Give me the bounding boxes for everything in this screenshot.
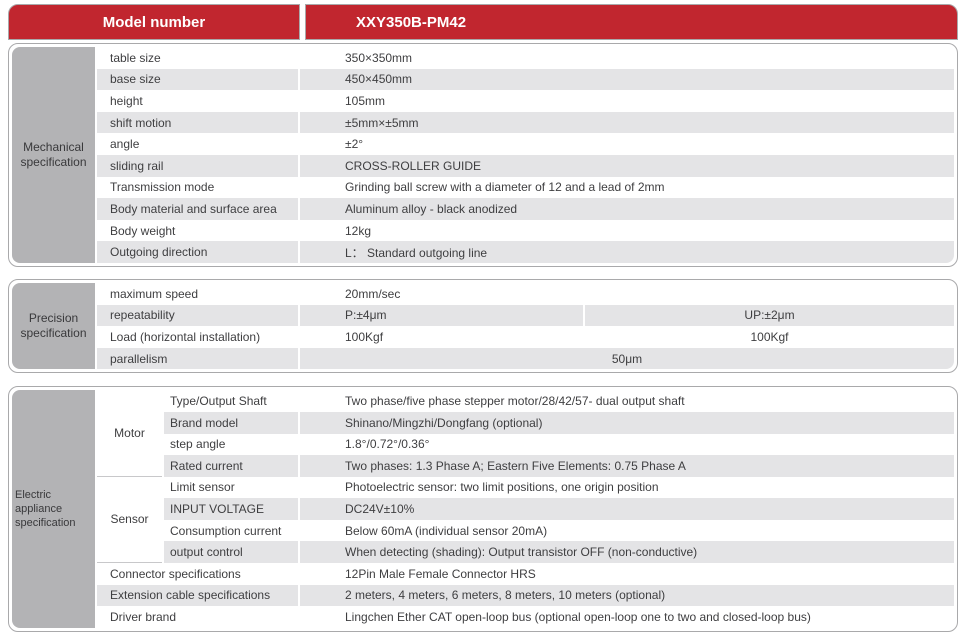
spec-label: sliding rail xyxy=(97,154,298,177)
spec-label: Body material and surface area xyxy=(97,198,298,220)
table-row: Rated current Two phases: 1.3 Phase A; E… xyxy=(164,455,954,477)
spec-value: Lingchen Ether CAT open-loop bus (option… xyxy=(300,606,954,628)
spec-value: 1.8°/0.72°/0.36° xyxy=(300,433,954,456)
spec-value: ±2° xyxy=(300,133,954,155)
sensor-group-label: Sensor xyxy=(97,476,162,564)
spec-label: angle xyxy=(97,133,298,155)
table-row: repeatability P:±4μm UP:±2μm xyxy=(97,304,954,327)
model-number-label: Model number xyxy=(8,4,300,40)
spec-sheet: Model number XXY350B-PM42 Mechanical spe… xyxy=(8,4,958,632)
electric-rows: Motor Type/Output Shaft Two phase/five p… xyxy=(97,390,954,628)
spec-value: CROSS-ROLLER GUIDE xyxy=(300,154,954,177)
spec-label: height xyxy=(97,90,298,112)
spec-label: Limit sensor xyxy=(164,476,298,499)
spec-value: Two phase/five phase stepper motor/28/42… xyxy=(300,390,954,412)
spec-label: output control xyxy=(164,541,298,564)
spec-value: When detecting (shading): Output transis… xyxy=(300,541,954,564)
spec-value-right: 100Kgf xyxy=(585,326,954,348)
spec-value-right: UP:±2μm xyxy=(585,304,954,327)
electric-bottom-rows: Connector specifications 12Pin Male Fema… xyxy=(97,563,954,628)
model-number-value: XXY350B-PM42 xyxy=(305,4,958,40)
spec-value: Grinding ball screw with a diameter of 1… xyxy=(300,176,954,199)
table-row: parallelism 50μm xyxy=(97,347,954,370)
table-row: Load (horizontal installation) 100Kgf 10… xyxy=(97,326,954,348)
spec-value-left: P:±4μm xyxy=(300,304,583,327)
spec-value: 450×450mm xyxy=(300,68,954,91)
table-row: Body weight 12kg xyxy=(97,219,954,242)
spec-value: Two phases: 1.3 Phase A; Eastern Five El… xyxy=(300,455,954,477)
precision-specification-section: Precision specification maximum speed 20… xyxy=(8,278,958,374)
table-row: maximum speed 20mm/sec xyxy=(97,282,954,305)
spec-label: Type/Output Shaft xyxy=(164,390,298,412)
spec-value: L： Standard outgoing line xyxy=(300,241,954,263)
mechanical-rows: table size 350×350mm base size 450×450mm… xyxy=(97,47,954,263)
spec-value: Shinano/Mingzhi/Dongfang (optional) xyxy=(300,411,954,434)
spec-label: Extension cable specifications xyxy=(97,584,298,607)
spec-value: Below 60mA (individual sensor 20mA) xyxy=(300,519,954,542)
spec-value-span: 50μm xyxy=(300,347,954,370)
model-header: Model number XXY350B-PM42 xyxy=(8,4,958,40)
spec-value: Aluminum alloy - black anodized xyxy=(300,198,954,220)
spec-label: repeatability xyxy=(97,304,298,327)
mechanical-specification-section: Mechanical specification table size 350×… xyxy=(8,43,958,267)
table-row: step angle 1.8°/0.72°/0.36° xyxy=(164,433,954,456)
spec-label: Consumption current xyxy=(164,519,298,542)
table-row: output control When detecting (shading):… xyxy=(164,541,954,564)
table-row: Body material and surface area Aluminum … xyxy=(97,198,954,220)
spec-value-left: 20mm/sec xyxy=(300,282,583,305)
spec-value: ±5mm×±5mm xyxy=(300,111,954,134)
table-row: Brand model Shinano/Mingzhi/Dongfang (op… xyxy=(164,411,954,434)
spec-label: Brand model xyxy=(164,411,298,434)
spec-label: INPUT VOLTAGE xyxy=(164,498,298,520)
spec-label: parallelism xyxy=(97,347,298,370)
spec-value: 12kg xyxy=(300,219,954,242)
sensor-group: Sensor Limit sensor Photoelectric sensor… xyxy=(97,476,954,564)
table-row: angle ±2° xyxy=(97,133,954,155)
spec-value: 350×350mm xyxy=(300,47,954,69)
precision-specification-title: Precision specification xyxy=(12,282,95,370)
table-row: Transmission mode Grinding ball screw wi… xyxy=(97,176,954,199)
spec-label: Load (horizontal installation) xyxy=(97,326,298,348)
table-row: Extension cable specifications 2 meters,… xyxy=(97,584,954,607)
spec-value: DC24V±10% xyxy=(300,498,954,520)
electric-appliance-specification-title: Electric appliance specification xyxy=(12,390,95,628)
motor-group: Motor Type/Output Shaft Two phase/five p… xyxy=(97,390,954,477)
table-row: INPUT VOLTAGE DC24V±10% xyxy=(164,498,954,520)
spec-label: maximum speed xyxy=(97,282,298,305)
spec-label: step angle xyxy=(164,433,298,456)
spec-value-left: 100Kgf xyxy=(300,326,583,348)
table-row: sliding rail CROSS-ROLLER GUIDE xyxy=(97,154,954,177)
precision-rows: maximum speed 20mm/sec repeatability P:±… xyxy=(97,282,954,370)
table-row: Outgoing direction L： Standard outgoing … xyxy=(97,241,954,263)
motor-group-label: Motor xyxy=(97,390,162,477)
table-row: height 105mm xyxy=(97,90,954,112)
table-row: shift motion ±5mm×±5mm xyxy=(97,111,954,134)
spec-value: 2 meters, 4 meters, 6 meters, 8 meters, … xyxy=(300,584,954,607)
spec-value: Photoelectric sensor: two limit position… xyxy=(300,476,954,499)
mechanical-specification-title: Mechanical specification xyxy=(12,47,95,263)
spec-label: shift motion xyxy=(97,111,298,134)
spec-label: Driver brand xyxy=(97,606,298,628)
spec-label: base size xyxy=(97,68,298,91)
table-row: Connector specifications 12Pin Male Fema… xyxy=(97,563,954,585)
spec-value-right xyxy=(585,282,954,305)
spec-value: 12Pin Male Female Connector HRS xyxy=(300,563,954,585)
spec-label: table size xyxy=(97,47,298,69)
table-row: Type/Output Shaft Two phase/five phase s… xyxy=(164,390,954,412)
spec-label: Transmission mode xyxy=(97,176,298,199)
spec-label: Rated current xyxy=(164,455,298,477)
electric-appliance-specification-section: Electric appliance specification Motor T… xyxy=(8,386,958,632)
table-row: base size 450×450mm xyxy=(97,68,954,91)
spec-value: 105mm xyxy=(300,90,954,112)
spec-label: Outgoing direction xyxy=(97,241,298,263)
table-row: Driver brand Lingchen Ether CAT open-loo… xyxy=(97,606,954,628)
table-row: Consumption current Below 60mA (individu… xyxy=(164,519,954,542)
table-row: Limit sensor Photoelectric sensor: two l… xyxy=(164,476,954,499)
table-row: table size 350×350mm xyxy=(97,47,954,69)
spec-label: Body weight xyxy=(97,219,298,242)
spec-label: Connector specifications xyxy=(97,563,298,585)
